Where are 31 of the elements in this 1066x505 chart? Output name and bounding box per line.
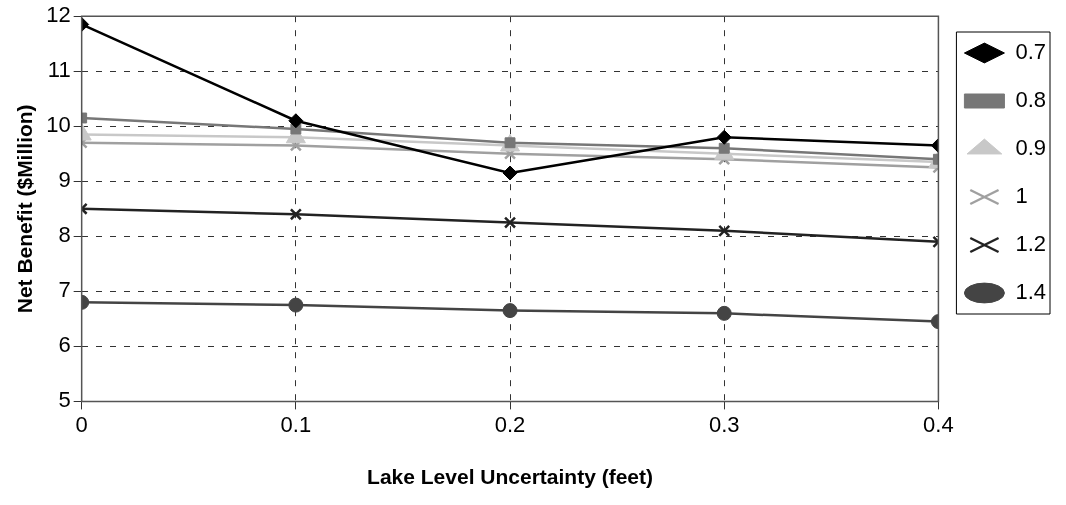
- y-tick-label: 7: [58, 277, 71, 303]
- y-tick-label: 9: [58, 167, 71, 193]
- point: [502, 165, 518, 181]
- point: [716, 129, 732, 145]
- point: [502, 303, 518, 319]
- x-tick-label: 0.4: [923, 411, 954, 437]
- point: [503, 216, 517, 229]
- legend-label: 1.2: [1015, 231, 1047, 257]
- x-axis-title: Lake Level Uncertainty (feet): [367, 465, 654, 489]
- legend-label: 1: [1015, 183, 1028, 209]
- y-tick-label: 12: [46, 2, 71, 28]
- y-axis-title: Net Benefit ($Million): [13, 104, 37, 314]
- y-tick-label: 6: [58, 332, 71, 358]
- point: [716, 305, 732, 321]
- legend-label: 1.4: [1015, 279, 1047, 305]
- legend-label: 0.8: [1015, 87, 1047, 113]
- point: [288, 113, 304, 129]
- x-tick-label: 0.1: [280, 411, 312, 437]
- x-tick-label: 0.2: [494, 411, 526, 437]
- legend-label: 0.9: [1015, 135, 1047, 161]
- x-tick-label: 0.3: [708, 411, 740, 437]
- legend-label: 0.7: [1015, 39, 1047, 65]
- point: [718, 224, 731, 238]
- point: [288, 297, 304, 313]
- y-tick-label: 5: [58, 387, 71, 413]
- point: [289, 208, 303, 221]
- y-tick-label: 8: [58, 222, 71, 248]
- x-tick-label: 0: [75, 411, 88, 437]
- y-tick-label: 10: [46, 112, 71, 138]
- point: [718, 142, 730, 154]
- y-tick-label: 11: [47, 57, 71, 83]
